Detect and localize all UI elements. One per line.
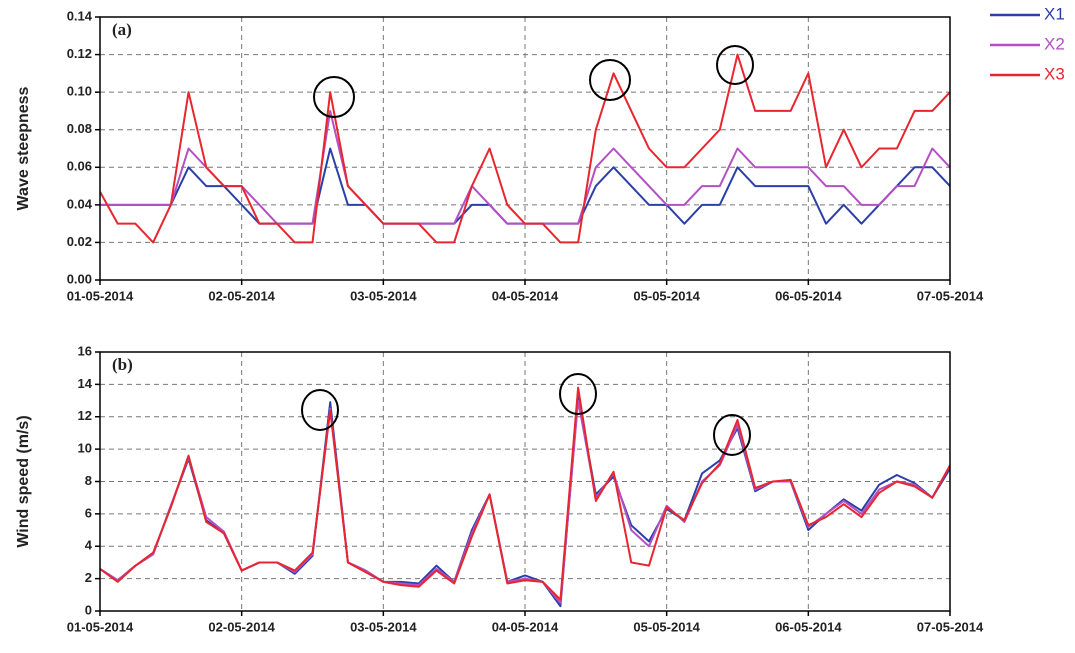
panel-label: (a) — [112, 20, 132, 39]
highlight-circle — [716, 45, 754, 85]
y-tick-label: 14 — [78, 376, 93, 391]
y-tick-label: 8 — [85, 473, 92, 488]
legend-label: X1 — [1044, 4, 1065, 23]
subplot: 01-05-2014 02-05-2014 03-05-2014 04-05-2014… — [15, 4, 1065, 303]
axes-frame — [99, 351, 951, 612]
y-axis-label: Wave steepness — [15, 86, 32, 210]
legend-label: X2 — [1044, 34, 1065, 53]
x-tick-label: 03-05-2014 — [350, 288, 417, 303]
highlight-circle — [589, 59, 631, 101]
x-tick-label: 07-05-2014 — [917, 288, 984, 303]
x-tick-label: 06-05-2014 — [775, 619, 842, 634]
y-tick-label: 0.14 — [67, 8, 93, 23]
y-tick-label: 0.02 — [67, 234, 92, 249]
y-tick-label: 6 — [85, 505, 92, 520]
y-tick-label: 0.10 — [67, 84, 92, 99]
x-tick-label: 01-05-2014 — [67, 619, 134, 634]
y-tick-label: 0.06 — [67, 159, 92, 174]
legend-label: X3 — [1044, 64, 1065, 83]
y-tick-label: 0.04 — [67, 196, 93, 211]
x-tick-label: 05-05-2014 — [633, 288, 700, 303]
x-tick-label: 07-05-2014 — [917, 619, 984, 634]
data-line — [100, 386, 950, 601]
x-tick-label: 05-05-2014 — [633, 619, 700, 634]
highlight-circle — [313, 76, 355, 118]
x-tick-label: 04-05-2014 — [492, 619, 559, 634]
data-line — [100, 53, 950, 244]
y-tick-label: 12 — [78, 408, 92, 423]
x-tick-label: 03-05-2014 — [350, 619, 417, 634]
highlight-circles — [301, 45, 754, 456]
subplot: 01-05-2014 02-05-2014 03-05-2014 04-05-2014… — [15, 343, 984, 634]
x-tick-label: 01-05-2014 — [67, 288, 134, 303]
y-axis-label: Wind speed (m/s) — [15, 415, 32, 547]
x-tick-label: 06-05-2014 — [775, 288, 842, 303]
y-tick-label: 0.08 — [67, 121, 92, 136]
y-tick-label: 4 — [85, 538, 93, 553]
y-tick-label: 2 — [85, 570, 92, 585]
x-tick-label: 02-05-2014 — [208, 619, 275, 634]
panel-label: (b) — [112, 355, 133, 374]
y-tick-label: 0.00 — [67, 271, 92, 286]
highlight-circle — [301, 389, 339, 431]
plot-lines — [100, 53, 950, 244]
x-tick-label: 02-05-2014 — [208, 288, 275, 303]
highlight-circle — [559, 373, 597, 415]
y-tick-label: 0.12 — [67, 46, 92, 61]
axes-frame — [99, 16, 951, 281]
y-tick-label: 16 — [78, 343, 92, 358]
highlight-circle — [713, 414, 751, 456]
y-tick-label: 10 — [78, 441, 92, 456]
x-tick-label: 04-05-2014 — [492, 288, 559, 303]
y-tick-label: 0 — [85, 602, 92, 617]
plot-lines — [100, 386, 950, 608]
